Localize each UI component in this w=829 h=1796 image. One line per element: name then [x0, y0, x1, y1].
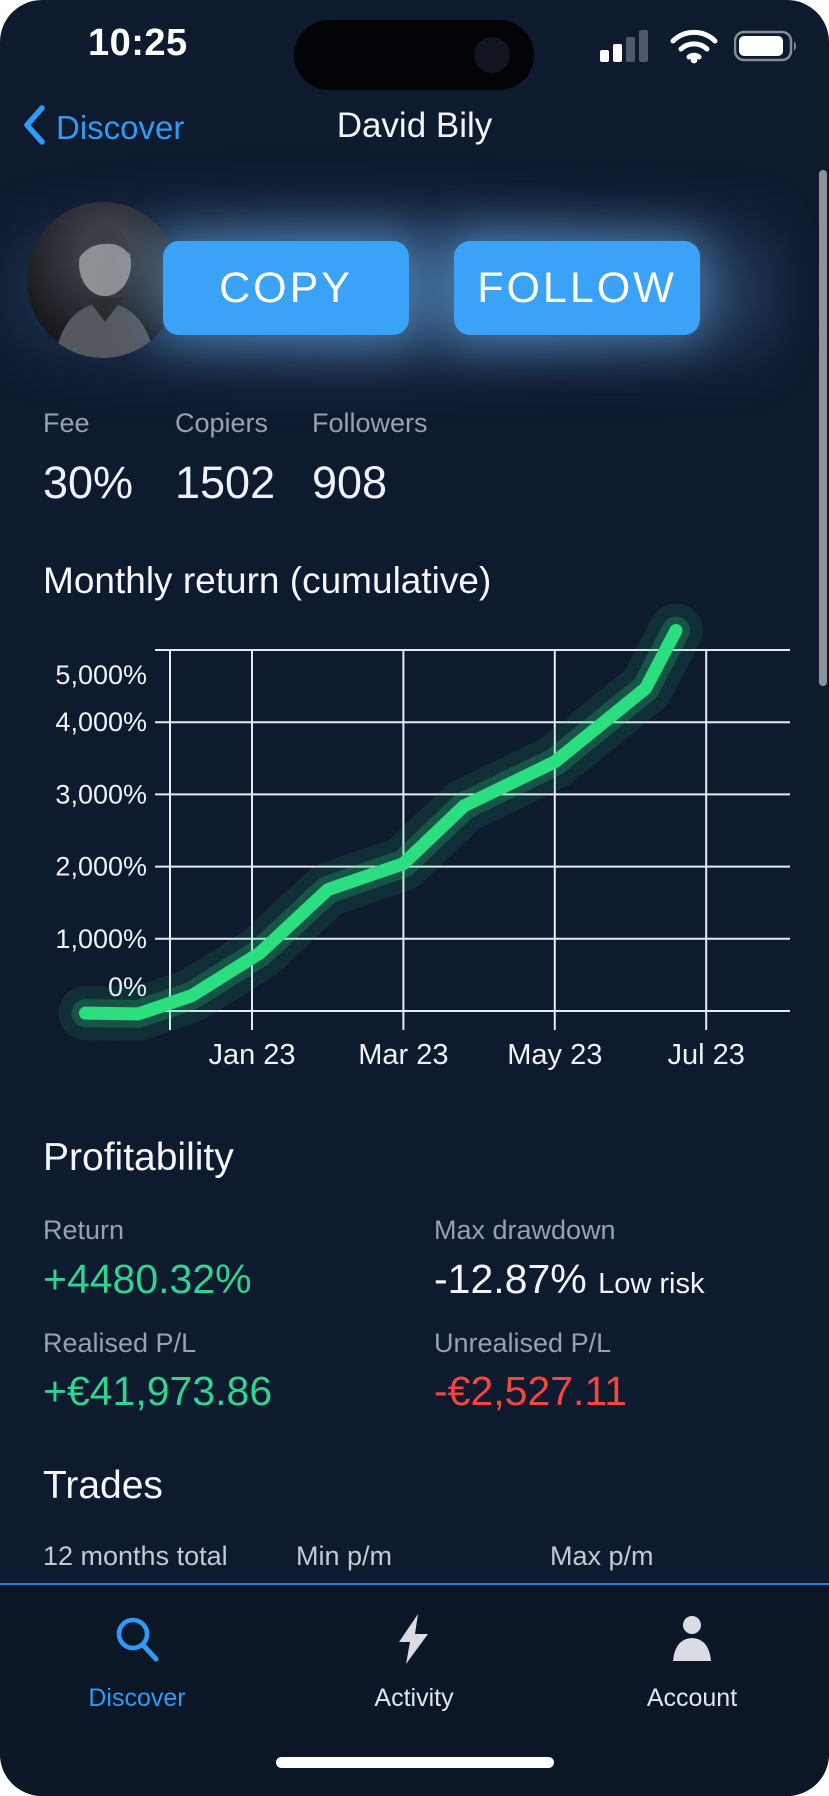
tab-bar: Discover Activity Account: [0, 1583, 829, 1796]
trades-col-max: Max p/m: [550, 1541, 654, 1571]
trader-avatar: [27, 202, 179, 358]
home-indicator[interactable]: [276, 1757, 554, 1768]
status-icons: [600, 28, 802, 69]
lightning-icon: [388, 1613, 440, 1670]
stat-value: 908: [312, 457, 388, 508]
stat-label: Copiers: [175, 408, 269, 438]
max-drawdown-value: -12.87%: [434, 1256, 587, 1302]
avatar-photo: [55, 227, 155, 358]
tab-activity[interactable]: Activity: [334, 1613, 494, 1713]
stat-label: Followers: [312, 408, 428, 438]
metric-label-return: Return: [43, 1215, 125, 1245]
trades-col-total: 12 months total: [43, 1541, 228, 1571]
stat-value: 30%: [43, 457, 134, 508]
camera-icon: [474, 37, 510, 73]
dynamic-island: [294, 20, 534, 90]
wifi-icon: [669, 28, 719, 69]
y-tick-label: 1,000%: [55, 924, 147, 954]
stat-copiers: Copiers 1502: [175, 408, 275, 509]
metric-value-realised-pl: +€41,973.86: [43, 1368, 273, 1414]
trades-col-min: Min p/m: [296, 1541, 393, 1571]
return-line-glow: [58, 603, 703, 1041]
back-button[interactable]: Discover: [22, 104, 184, 151]
return-value: +4480.32%: [43, 1256, 252, 1302]
y-tick-label: 3,000%: [55, 779, 147, 809]
x-tick-label: Jan 23: [208, 1039, 295, 1071]
scrollbar-thumb[interactable]: [819, 170, 827, 686]
search-icon: [111, 1613, 163, 1670]
y-tick-label: 4,000%: [55, 707, 147, 737]
metric-value-return: +4480.32%: [43, 1256, 252, 1303]
return-line-glow: [71, 616, 690, 1028]
y-tick-label: 5,000%: [55, 660, 147, 690]
stat-fee: Fee 30%: [43, 408, 133, 509]
profitability-title: Profitability: [43, 1136, 234, 1179]
x-tick-label: May 23: [507, 1039, 602, 1071]
tab-label: Account: [646, 1684, 738, 1712]
x-tick-label: Jul 23: [668, 1039, 745, 1071]
y-tick-label: 2,000%: [55, 852, 147, 882]
metric-value-max-drawdown: -12.87% Low risk: [434, 1256, 704, 1303]
stat-label: Fee: [43, 408, 90, 438]
battery-icon: [733, 28, 802, 69]
tab-label: Discover: [88, 1684, 186, 1712]
follow-button-label: FOLLOW: [477, 263, 677, 312]
page-title: David Bily: [336, 106, 493, 145]
copy-button[interactable]: COPY: [163, 241, 409, 335]
back-label: Discover: [56, 108, 185, 146]
monthly-return-chart: Jan 23 Mar 23 May 23 Jul 23 5,000% 4,000% 3,00…: [55, 603, 790, 1071]
tab-label: Activity: [374, 1684, 454, 1712]
metric-label-realised-pl: Realised P/L: [43, 1328, 197, 1358]
metric-label-unrealised-pl: Unrealised P/L: [434, 1328, 612, 1358]
follow-button[interactable]: FOLLOW: [454, 241, 700, 335]
y-tick-label: 0%: [108, 972, 147, 1002]
risk-badge: Low risk: [598, 1268, 705, 1300]
tab-account[interactable]: Account: [612, 1613, 772, 1713]
status-time: 10:25: [88, 22, 188, 64]
person-icon: [666, 1613, 718, 1670]
chevron-left-icon: [22, 104, 48, 151]
metric-value-unrealised-pl: -€2,527.11: [434, 1368, 628, 1414]
return-line: [78, 624, 683, 1021]
chart-title: Monthly return (cumulative): [43, 560, 492, 601]
copy-button-label: COPY: [219, 263, 353, 312]
tab-discover[interactable]: Discover: [57, 1613, 217, 1713]
trades-title: Trades: [43, 1464, 163, 1507]
x-tick-label: Mar 23: [358, 1039, 448, 1071]
metric-label-max-drawdown: Max drawdown: [434, 1215, 616, 1245]
stat-followers: Followers 908: [312, 408, 428, 509]
cellular-signal-icon: [600, 28, 654, 69]
stat-value: 1502: [175, 457, 276, 508]
